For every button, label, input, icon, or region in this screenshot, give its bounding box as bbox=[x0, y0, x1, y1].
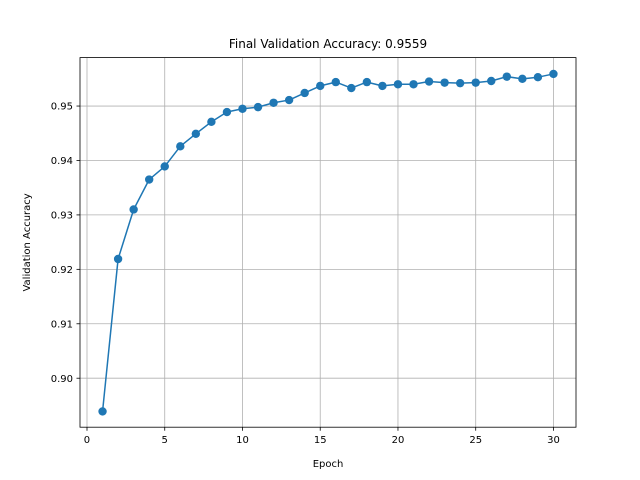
data-series bbox=[98, 69, 558, 416]
data-point bbox=[347, 83, 356, 93]
data-point bbox=[533, 72, 543, 82]
y-tick-label: 0.91 bbox=[51, 319, 73, 330]
chart-title: Final Validation Accuracy: 0.9559 bbox=[229, 37, 427, 51]
y-tick-label: 0.95 bbox=[51, 102, 73, 113]
data-point bbox=[378, 81, 387, 91]
plot-frame bbox=[79, 57, 577, 428]
data-point bbox=[222, 107, 232, 117]
data-point bbox=[284, 95, 294, 105]
data-point bbox=[409, 80, 418, 89]
x-axis-ticks: 0 5 10 15 20 25 30 bbox=[84, 427, 560, 446]
data-point bbox=[455, 78, 465, 88]
data-point bbox=[424, 77, 434, 86]
data-point bbox=[144, 175, 154, 184]
data-point bbox=[207, 117, 216, 127]
x-axis-label: Epoch bbox=[313, 459, 344, 470]
data-point bbox=[471, 78, 480, 87]
data-point bbox=[393, 80, 403, 89]
x-tick-label: 30 bbox=[547, 435, 560, 446]
data-point bbox=[253, 102, 263, 112]
data-point bbox=[238, 104, 247, 113]
data-point bbox=[487, 76, 496, 86]
data-point bbox=[549, 69, 558, 79]
data-point bbox=[160, 162, 169, 171]
x-tick-label: 5 bbox=[162, 435, 168, 446]
data-point bbox=[98, 407, 107, 416]
y-tick-label: 0.90 bbox=[51, 374, 73, 385]
data-point bbox=[176, 142, 185, 151]
data-point bbox=[300, 88, 309, 98]
x-tick-label: 20 bbox=[392, 435, 405, 446]
y-tick-label: 0.94 bbox=[51, 156, 73, 167]
x-tick-label: 25 bbox=[469, 435, 482, 446]
data-point bbox=[440, 78, 449, 87]
data-point bbox=[191, 129, 201, 139]
y-axis-ticks: 0.90 0.91 0.92 0.93 0.94 0.95 bbox=[51, 102, 80, 385]
x-tick-label: 10 bbox=[236, 435, 249, 446]
data-point bbox=[362, 77, 372, 87]
data-point bbox=[316, 81, 325, 91]
data-point bbox=[502, 72, 512, 81]
x-tick-label: 15 bbox=[314, 435, 327, 446]
x-tick-label: 0 bbox=[84, 435, 90, 446]
data-point bbox=[129, 205, 138, 214]
data-point bbox=[518, 74, 527, 84]
y-axis-label: Validation Accuracy bbox=[22, 193, 33, 291]
data-point bbox=[331, 77, 340, 87]
grid bbox=[80, 57, 576, 428]
y-tick-label: 0.93 bbox=[51, 211, 73, 222]
data-point bbox=[113, 254, 123, 264]
y-tick-label: 0.92 bbox=[51, 265, 73, 276]
data-point bbox=[269, 98, 278, 107]
